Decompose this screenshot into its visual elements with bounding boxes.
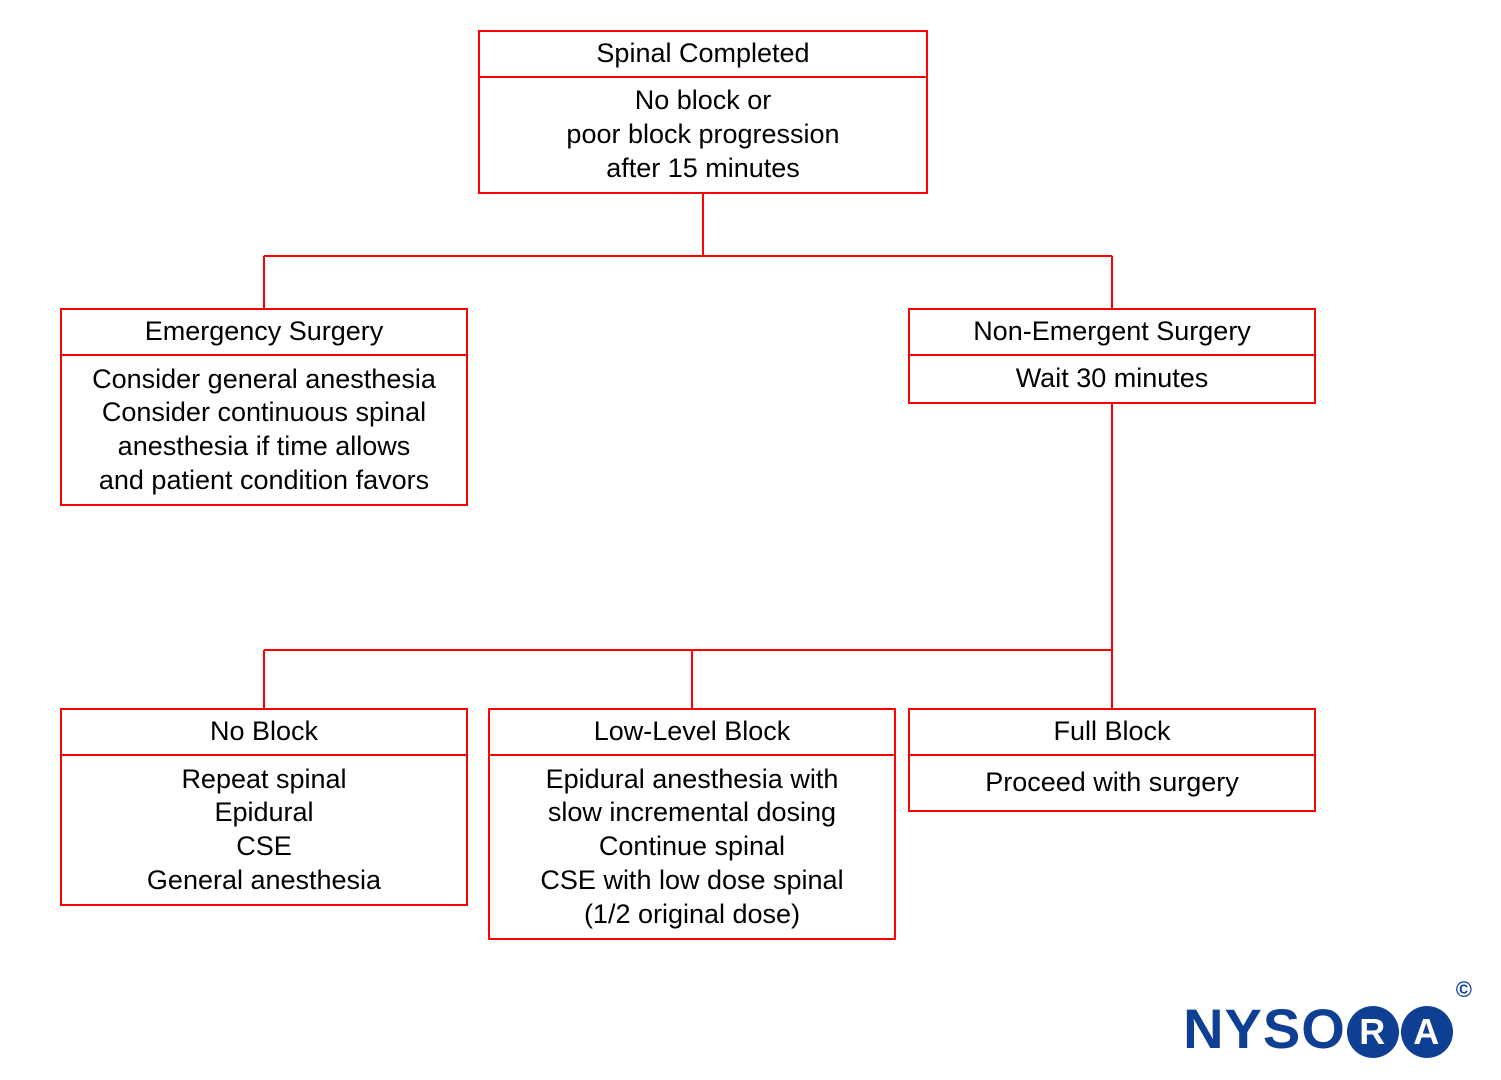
node-lowlevel-header: Low-Level Block: [488, 708, 896, 756]
node-fullblock-header: Full Block: [908, 708, 1316, 756]
node-fullblock-body-line: Proceed with surgery: [985, 766, 1239, 800]
node-noblock: No Block Repeat spinal Epidural CSE Gene…: [60, 708, 468, 906]
node-lowlevel: Low-Level Block Epidural anesthesia with…: [488, 708, 896, 940]
node-root-body-line: poor block progression: [566, 118, 839, 152]
copyright-icon: ©: [1456, 977, 1473, 1002]
logo-circle-r: R: [1347, 1006, 1399, 1058]
node-root-header-text: Spinal Completed: [596, 37, 809, 71]
node-noblock-body-line: General anesthesia: [147, 864, 381, 898]
node-nonemergent: Non-Emergent Surgery Wait 30 minutes: [908, 308, 1316, 404]
node-noblock-body: Repeat spinal Epidural CSE General anest…: [60, 756, 468, 906]
node-noblock-body-line: Repeat spinal: [181, 763, 346, 797]
node-lowlevel-body-line: slow incremental dosing: [548, 796, 836, 830]
node-noblock-body-line: CSE: [236, 830, 292, 864]
node-lowlevel-body-line: Epidural anesthesia with: [546, 763, 839, 797]
flowchart-canvas: { "type": "flowchart", "colors": { "bord…: [0, 0, 1501, 1080]
node-noblock-header-text: No Block: [210, 715, 318, 749]
node-lowlevel-body: Epidural anesthesia with slow incrementa…: [488, 756, 896, 940]
node-nonemergent-header-text: Non-Emergent Surgery: [973, 315, 1251, 349]
node-root-header: Spinal Completed: [478, 30, 928, 78]
node-lowlevel-body-line: CSE with low dose spinal: [540, 864, 843, 898]
node-root-body: No block or poor block progression after…: [478, 78, 928, 194]
node-emergency-body-line: Consider general anesthesia: [92, 363, 436, 397]
node-emergency-body: Consider general anesthesia Consider con…: [60, 356, 468, 506]
node-lowlevel-header-text: Low-Level Block: [594, 715, 791, 749]
node-fullblock-header-text: Full Block: [1053, 715, 1170, 749]
node-nonemergent-body: Wait 30 minutes: [908, 356, 1316, 404]
node-emergency-body-line: Consider continuous spinal: [102, 396, 426, 430]
nysora-logo: NYSORA©: [1183, 1001, 1473, 1062]
node-nonemergent-header: Non-Emergent Surgery: [908, 308, 1316, 356]
node-emergency-body-line: anesthesia if time allows: [118, 430, 411, 464]
node-fullblock: Full Block Proceed with surgery: [908, 708, 1316, 812]
node-fullblock-body: Proceed with surgery: [908, 756, 1316, 812]
node-root: Spinal Completed No block or poor block …: [478, 30, 928, 194]
node-noblock-header: No Block: [60, 708, 468, 756]
node-root-body-line: No block or: [635, 84, 772, 118]
node-root-body-line: after 15 minutes: [606, 152, 800, 186]
logo-text-prefix: NYSO: [1183, 997, 1346, 1060]
node-lowlevel-body-line: (1/2 original dose): [584, 898, 800, 932]
logo-circle-a: A: [1401, 1006, 1453, 1058]
node-emergency-body-line: and patient condition favors: [99, 464, 429, 498]
node-lowlevel-body-line: Continue spinal: [599, 830, 785, 864]
node-noblock-body-line: Epidural: [214, 796, 313, 830]
node-nonemergent-body-line: Wait 30 minutes: [1016, 362, 1209, 396]
node-emergency-header: Emergency Surgery: [60, 308, 468, 356]
node-emergency-header-text: Emergency Surgery: [145, 315, 384, 349]
node-emergency: Emergency Surgery Consider general anest…: [60, 308, 468, 506]
